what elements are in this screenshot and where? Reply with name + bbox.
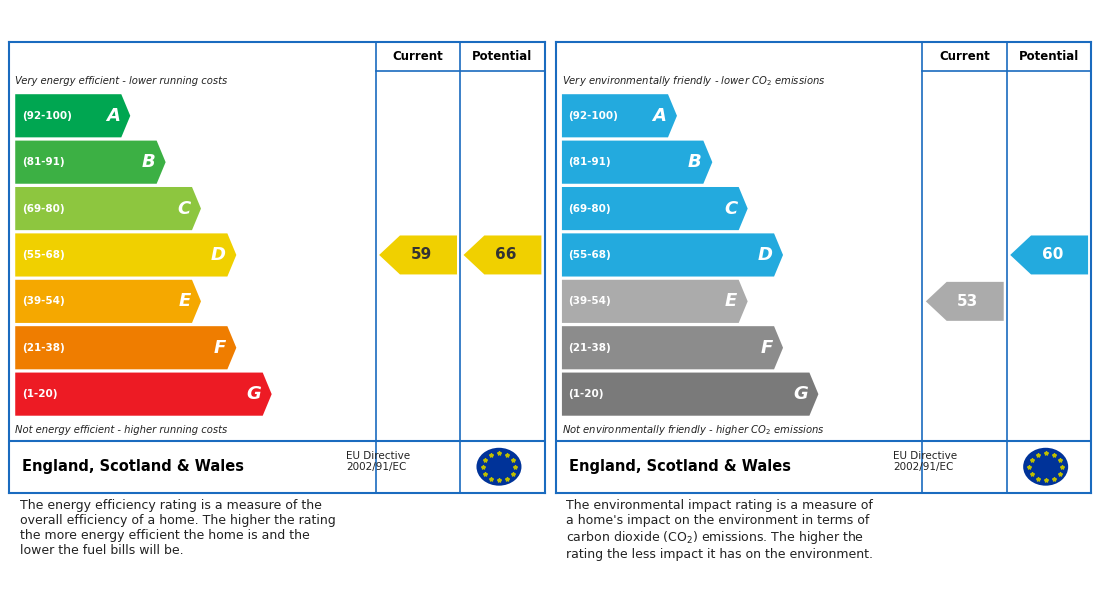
Polygon shape — [15, 280, 201, 323]
Text: D: D — [758, 246, 772, 264]
Text: (69-80): (69-80) — [569, 204, 611, 214]
Text: Very environmentally friendly - lower CO$_2$ emissions: Very environmentally friendly - lower CO… — [562, 74, 825, 88]
Polygon shape — [15, 187, 201, 230]
Polygon shape — [15, 94, 130, 137]
Text: (69-80): (69-80) — [22, 204, 64, 214]
Polygon shape — [15, 233, 236, 277]
Text: (39-54): (39-54) — [569, 296, 612, 307]
Text: (21-38): (21-38) — [569, 343, 612, 353]
Text: (81-91): (81-91) — [569, 157, 611, 167]
Text: 66: 66 — [495, 247, 516, 263]
Polygon shape — [562, 373, 818, 416]
Polygon shape — [1010, 236, 1088, 274]
Text: (1-20): (1-20) — [22, 389, 57, 399]
Text: F: F — [213, 339, 226, 357]
Text: The energy efficiency rating is a measure of the
overall efficiency of a home. T: The energy efficiency rating is a measur… — [20, 499, 336, 557]
Polygon shape — [379, 236, 456, 274]
Polygon shape — [562, 94, 676, 137]
Text: 53: 53 — [957, 294, 979, 309]
Text: Current: Current — [393, 50, 443, 63]
Text: A: A — [652, 106, 667, 125]
Polygon shape — [15, 326, 236, 369]
Text: EU Directive
2002/91/EC: EU Directive 2002/91/EC — [893, 450, 957, 472]
Polygon shape — [562, 187, 748, 230]
Text: (1-20): (1-20) — [569, 389, 604, 399]
Text: B: B — [141, 153, 155, 171]
Text: G: G — [246, 385, 261, 403]
Text: The environmental impact rating is a measure of
a home's impact on the environme: The environmental impact rating is a mea… — [566, 499, 873, 561]
Circle shape — [1023, 448, 1068, 486]
Text: Not energy efficient - higher running costs: Not energy efficient - higher running co… — [15, 425, 228, 435]
Text: Not environmentally friendly - higher CO$_2$ emissions: Not environmentally friendly - higher CO… — [562, 422, 825, 436]
Text: (92-100): (92-100) — [569, 111, 618, 121]
Text: B: B — [688, 153, 702, 171]
Text: (55-68): (55-68) — [569, 250, 612, 260]
Text: (81-91): (81-91) — [22, 157, 64, 167]
Text: C: C — [724, 200, 737, 218]
Text: Energy Efficiency Rating: Energy Efficiency Rating — [22, 11, 282, 31]
Text: EU Directive
2002/91/EC: EU Directive 2002/91/EC — [346, 450, 410, 472]
Text: England, Scotland & Wales: England, Scotland & Wales — [22, 459, 244, 474]
Text: England, Scotland & Wales: England, Scotland & Wales — [569, 459, 791, 474]
Text: (92-100): (92-100) — [22, 111, 72, 121]
Polygon shape — [15, 141, 166, 184]
Text: 59: 59 — [410, 247, 432, 263]
Polygon shape — [562, 326, 783, 369]
Text: E: E — [178, 293, 190, 310]
Text: Current: Current — [939, 50, 990, 63]
Polygon shape — [926, 282, 1003, 321]
Circle shape — [476, 448, 521, 486]
Polygon shape — [463, 236, 541, 274]
Text: A: A — [106, 106, 120, 125]
Polygon shape — [15, 373, 272, 416]
Polygon shape — [562, 233, 783, 277]
Polygon shape — [562, 141, 713, 184]
Text: (39-54): (39-54) — [22, 296, 65, 307]
Text: Very energy efficient - lower running costs: Very energy efficient - lower running co… — [15, 76, 228, 86]
Text: (55-68): (55-68) — [22, 250, 65, 260]
Text: C: C — [177, 200, 190, 218]
Text: 60: 60 — [1042, 247, 1063, 263]
Text: G: G — [793, 385, 807, 403]
Text: Potential: Potential — [1019, 50, 1079, 63]
Text: (21-38): (21-38) — [22, 343, 65, 353]
Text: F: F — [760, 339, 772, 357]
Text: Environmental Impact (CO$_2$) Rating: Environmental Impact (CO$_2$) Rating — [569, 9, 940, 32]
Text: Potential: Potential — [472, 50, 532, 63]
Text: E: E — [725, 293, 737, 310]
Polygon shape — [562, 280, 748, 323]
Text: D: D — [211, 246, 226, 264]
